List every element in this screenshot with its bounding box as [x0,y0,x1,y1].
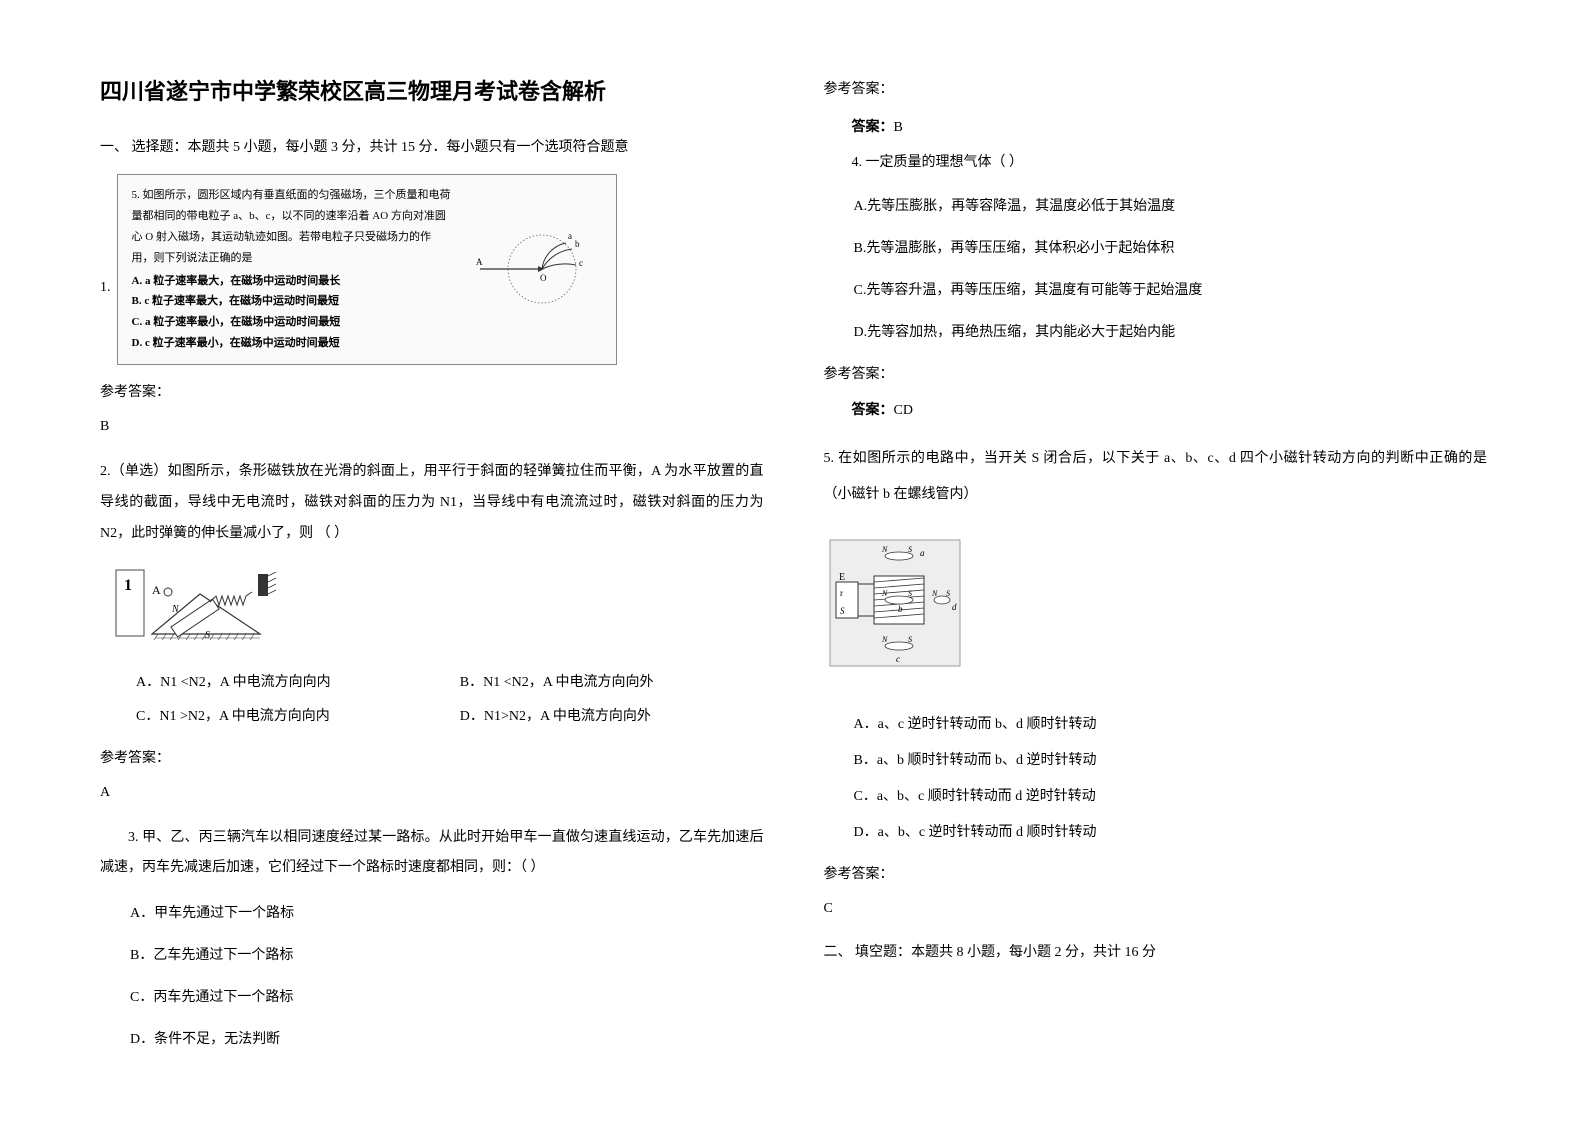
q3-options: A．甲车先通过下一个路标 B．乙车先通过下一个路标 C．丙车先通过下一个路标 D… [130,900,764,1054]
q1-embedded-image-box: 5. 如图所示，圆形区域内有垂直纸面的匀强磁场，三个质量和电荷量都相同的带电粒子… [117,174,617,365]
q5-label-r: r [840,588,843,598]
question-3: 3. 甲、乙、丙三辆汽车以相同速度经过某一路标。从此时开始甲车一直做匀速直线运动… [100,823,764,1055]
q3-opt-a: A．甲车先通过下一个路标 [130,900,764,928]
q4-options: A.先等压膨胀，再等容降温，其温度必低于其始温度 B.先等温膨胀，再等压压缩，其… [854,193,1488,347]
q5-options: A．a、c 逆时针转动而 b、d 顺时针转动 B．a、b 顺时针转动而 b、d … [854,711,1488,847]
q4-opt-a: A.先等压膨胀，再等容降温，其温度必低于其始温度 [854,193,1488,221]
q5-opt-d: D．a、b、c 逆时针转动而 d 顺时针转动 [854,819,1488,847]
q4-opt-d: D.先等容加热，再绝热压缩，其内能必大于起始内能 [854,319,1488,347]
q5-label-E: E [839,572,845,583]
q5-answer-label: 参考答案： [824,861,1488,889]
q4-opt-b: B.先等温膨胀，再等压压缩，其体积必小于起始体积 [854,235,1488,263]
q5-label-a: a [920,548,925,558]
q1-opt-c: C. a 粒子速率最小，在磁场中运动时间最短 [132,312,602,333]
section-2-head: 二、 填空题：本题共 8 小题，每小题 2 分，共计 16 分 [824,939,1488,967]
q3-answer-key-label: 答案： [852,120,894,135]
q3-answer-label: 参考答案： [824,76,1488,104]
label-c: c [579,258,583,268]
q2-label-one: 1 [124,577,132,594]
q2-opt-c: C．N1 >N2，A 中电流方向向内 [136,703,440,731]
q1-opt-d: D. c 粒子速率最小，在磁场中运动时间最短 [132,333,602,354]
q2-label-N: N [171,604,180,615]
q1-answer-label: 参考答案： [100,379,764,407]
q4-answer-key-label: 答案： [852,403,894,418]
section-1-head: 一、 选择题：本题共 5 小题，每小题 3 分，共计 15 分．每小题只有一个选… [100,134,764,162]
label-b: b [575,239,580,249]
label-O: O [540,273,547,283]
q3-opt-c: C．丙车先通过下一个路标 [130,984,764,1012]
q3-opt-d: D．条件不足，无法判断 [130,1026,764,1054]
q2-opt-d: D．N1>N2，A 中电流方向向外 [460,703,764,731]
q1-embedded-stem: 5. 如图所示，圆形区域内有垂直纸面的匀强磁场，三个质量和电荷量都相同的带电粒子… [132,185,452,269]
label-A: A [476,257,483,267]
q5-text: 5. 在如图所示的电路中，当开关 S 闭合后，以下关于 a、b、c、d 四个小磁… [824,441,1488,514]
q2-label-S: S [205,630,210,641]
q1-number: 1. [100,174,111,302]
page-title: 四川省遂宁市中学繁荣校区高三物理月考试卷含解析 [100,70,764,114]
q4-opt-c: C.先等容升温，再等压压缩，其温度有可能等于起始温度 [854,277,1488,305]
question-5: 5. 在如图所示的电路中，当开关 S 闭合后，以下关于 a、b、c、d 四个小磁… [824,441,1488,847]
svg-text:N: N [881,545,888,554]
q5-circuit-figure: E r S N S a N S [824,534,974,674]
question-1: 1. 5. 如图所示，圆形区域内有垂直纸面的匀强磁场，三个质量和电荷量都相同的带… [100,174,764,365]
q5-label-S: S [840,606,845,616]
svg-text:N: N [881,589,888,598]
svg-text:S: S [908,635,912,644]
q5-label-b: b [898,604,903,614]
label-a: a [568,231,572,241]
q5-label-d: d [952,602,957,612]
svg-text:N: N [931,589,938,598]
q4-text: 4. 一定质量的理想气体（ ） [824,148,1488,179]
q3-answer-value: B [894,120,903,135]
q2-text: 2.（单选）如图所示，条形磁铁放在光滑的斜面上，用平行于斜面的轻弹簧拉住而平衡，… [100,457,764,549]
q3-opt-b: B．乙车先通过下一个路标 [130,942,764,970]
left-column: 四川省遂宁市中学繁荣校区高三物理月考试卷含解析 一、 选择题：本题共 5 小题，… [100,70,764,1062]
q2-label-A: A [152,583,161,597]
q2-opt-b: B．N1 <N2，A 中电流方向向外 [460,669,764,697]
q5-opt-c: C．a、b、c 顺时针转动而 d 逆时针转动 [854,783,1488,811]
q4-answer-label: 参考答案： [824,361,1488,389]
question-4: 4. 一定质量的理想气体（ ） A.先等压膨胀，再等容降温，其温度必低于其始温度… [824,148,1488,347]
svg-text:S: S [946,589,950,598]
q1-answer-value: B [100,413,764,441]
q2-opt-a: A．N1 <N2，A 中电流方向向内 [136,669,440,697]
q1-magnetic-figure: a b c A O [472,219,592,311]
q4-answer-value: CD [894,403,913,418]
q5-opt-a: A．a、c 逆时针转动而 b、d 顺时针转动 [854,711,1488,739]
svg-text:N: N [881,635,888,644]
q3-text: 3. 甲、乙、丙三辆汽车以相同速度经过某一路标。从此时开始甲车一直做匀速直线运动… [100,823,764,885]
svg-text:S: S [908,545,912,554]
right-column: 参考答案： 答案：B 4. 一定质量的理想气体（ ） A.先等压膨胀，再等容降温… [824,70,1488,1062]
q2-options: A．N1 <N2，A 中电流方向向内 B．N1 <N2，A 中电流方向向外 C．… [136,669,764,731]
q2-answer-value: A [100,779,764,807]
q2-magnet-figure: 1 N S A [110,564,310,644]
q5-answer-value: C [824,895,1488,923]
q2-answer-label: 参考答案： [100,745,764,773]
svg-text:S: S [908,589,912,598]
question-2: 2.（单选）如图所示，条形磁铁放在光滑的斜面上，用平行于斜面的轻弹簧拉住而平衡，… [100,457,764,730]
q5-opt-b: B．a、b 顺时针转动而 b、d 逆时针转动 [854,747,1488,775]
q5-label-c: c [896,654,900,664]
